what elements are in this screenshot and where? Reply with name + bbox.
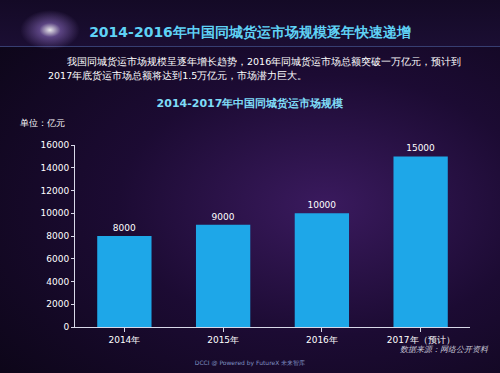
- svg-text:9000: 9000: [212, 212, 235, 222]
- svg-text:10000: 10000: [41, 208, 70, 218]
- svg-text:单位：亿元: 单位：亿元: [20, 118, 65, 128]
- svg-text:16000: 16000: [41, 140, 70, 150]
- svg-text:4000: 4000: [46, 277, 69, 287]
- svg-text:15000: 15000: [406, 143, 435, 153]
- svg-text:2000: 2000: [46, 299, 69, 309]
- svg-text:2017年（预计）: 2017年（预计）: [387, 335, 455, 345]
- svg-text:6000: 6000: [46, 254, 69, 264]
- svg-text:2015年: 2015年: [207, 335, 239, 345]
- html-text:我国同城货运市场规模呈逐年增长趋势，2016年同城货运市场总: 我国同城货运市场规模呈逐年增长趋势，2016年同城货运市场总额突破一万亿元，预计…: [48, 56, 462, 81]
- svg-text:8000: 8000: [113, 223, 136, 233]
- svg-text:14000: 14000: [41, 163, 70, 173]
- html-text:数据来源：网络公开资料: 数据来源：网络公开资料: [400, 345, 488, 354]
- svg-text:2016年: 2016年: [306, 335, 338, 345]
- svg-text:2014-2017年中国同城货运市场规模: 2014-2017年中国同城货运市场规模: [157, 97, 345, 110]
- svg-text:10000: 10000: [307, 200, 336, 210]
- html-text:DCCI @ Powered by FutureX 未来智库: DCCI @ Powered by FutureX 未来智库: [194, 359, 306, 366]
- svg-text:8000: 8000: [46, 231, 69, 241]
- svg-text:0: 0: [63, 322, 69, 332]
- svg-text:2014年: 2014年: [108, 335, 140, 345]
- html-text:2014-2016年中国同城货运市场规模逐年快速递增: 2014-2016年中国同城货运市场规模逐年快速递增: [89, 24, 411, 40]
- svg-text:12000: 12000: [41, 186, 70, 196]
